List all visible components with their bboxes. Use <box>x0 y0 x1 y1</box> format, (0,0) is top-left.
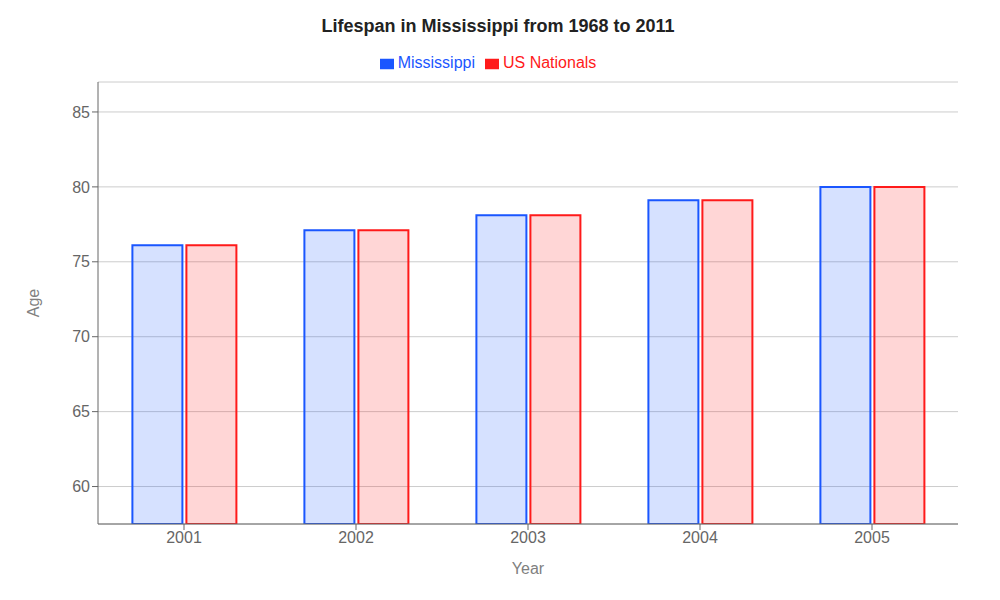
html-text:Mississippi: Mississippi <box>397 54 475 71</box>
svg-text:75: 75 <box>72 253 90 270</box>
html-text:US Nationals: US Nationals <box>503 54 597 71</box>
svg-text:2001: 2001 <box>166 529 202 546</box>
svg-text:80: 80 <box>72 179 90 196</box>
svg-text:2003: 2003 <box>510 529 546 546</box>
svg-text:60: 60 <box>72 478 90 495</box>
svg-text:2005: 2005 <box>854 529 890 546</box>
html-text:Lifespan in Mississippi from 1: Lifespan in Mississippi from 1968 to 201… <box>321 16 675 36</box>
svg-text:70: 70 <box>72 328 90 345</box>
svg-text:2002: 2002 <box>338 529 374 546</box>
svg-text:2004: 2004 <box>682 529 718 546</box>
svg-text:65: 65 <box>72 403 90 420</box>
svg-text:Year: Year <box>512 560 545 577</box>
svg-text:85: 85 <box>72 104 90 121</box>
svg-text:Age: Age <box>25 289 42 318</box>
